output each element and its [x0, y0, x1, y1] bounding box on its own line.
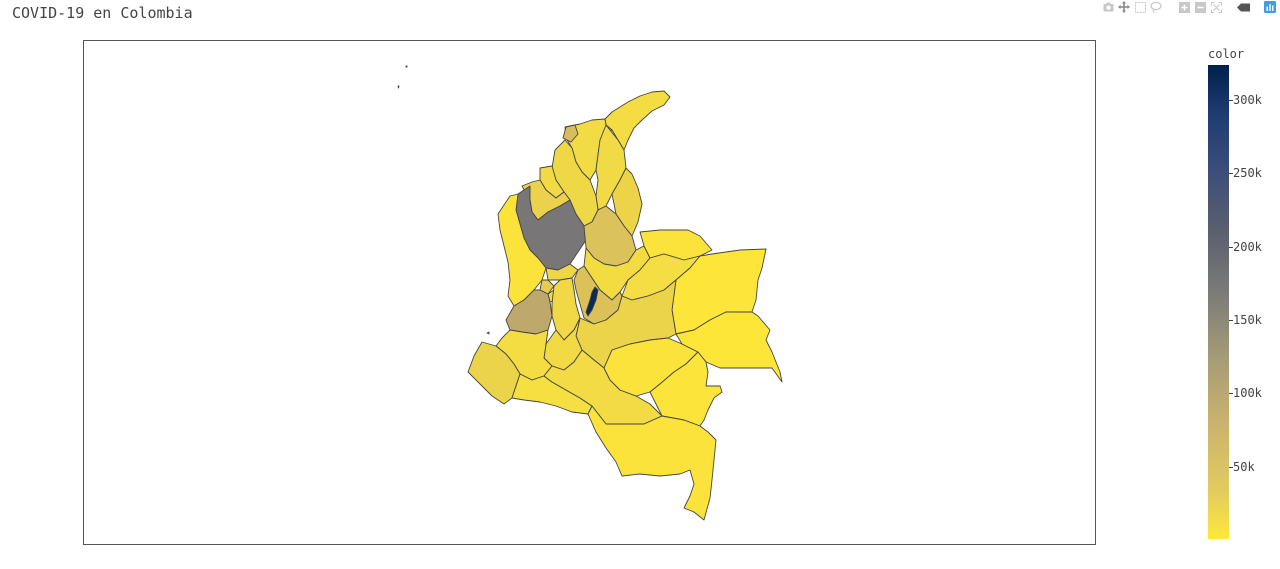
colorbar-tick-50k: 50k [1233, 460, 1255, 474]
department-san-andres [397, 65, 408, 89]
box-select-icon[interactable] [1134, 1, 1146, 13]
colorbar-tickmark [1229, 100, 1233, 101]
colorbar-tickmark [1229, 320, 1233, 321]
colombia-choropleth-map[interactable] [0, 0, 1100, 569]
department-bogota [585, 286, 599, 317]
colorbar-tickmark [1229, 393, 1233, 394]
colorbar-tick-250k: 250k [1233, 166, 1262, 180]
department-amazonas [587, 405, 717, 521]
department-la-guajira [604, 90, 671, 151]
plotly-logo-icon[interactable] [1264, 1, 1276, 13]
camera-icon[interactable] [1102, 1, 1114, 13]
toggle-spike-icon[interactable] [1236, 1, 1250, 13]
colorbar-tickmark [1229, 467, 1233, 468]
pan-icon[interactable] [1118, 1, 1130, 13]
colorbar-tickmark [1229, 173, 1233, 174]
zoom-in-icon[interactable] [1178, 1, 1190, 13]
chart-title: COVID-19 en Colombia [12, 4, 193, 22]
colorbar-tick-150k: 150k [1233, 313, 1262, 327]
modebar [1102, 0, 1276, 14]
department-risaralda [539, 279, 555, 295]
colorbar [1208, 65, 1229, 539]
colorbar-title: color [1208, 47, 1245, 61]
lasso-select-icon[interactable] [1150, 1, 1162, 13]
autoscale-icon[interactable] [1210, 1, 1222, 13]
colorbar-tick-200k: 200k [1233, 240, 1262, 254]
zoom-out-icon[interactable] [1194, 1, 1206, 13]
department-caldas [545, 263, 579, 281]
colorbar-tick-100k: 100k [1233, 386, 1262, 400]
department-caqueta [543, 349, 663, 425]
island-gorgona [486, 331, 490, 335]
department-atlantico [562, 124, 579, 143]
colorbar-tick-300k: 300k [1233, 93, 1262, 107]
colorbar-tickmark [1229, 247, 1233, 248]
